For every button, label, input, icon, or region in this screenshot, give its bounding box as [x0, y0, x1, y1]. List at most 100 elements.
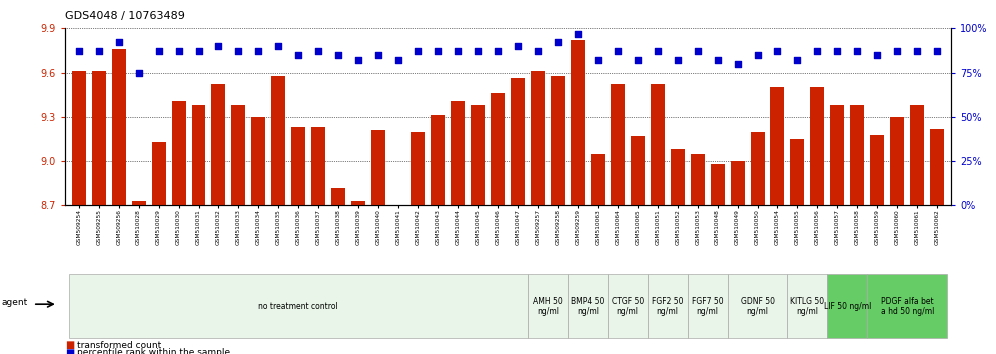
Bar: [710, 164, 724, 205]
Bar: [811, 87, 825, 205]
Point: [430, 48, 446, 54]
Bar: [171, 101, 185, 205]
Bar: [868, 274, 947, 338]
Bar: [568, 274, 608, 338]
Bar: [271, 75, 285, 205]
Bar: [828, 274, 868, 338]
Bar: [211, 84, 225, 205]
Bar: [890, 117, 904, 205]
Bar: [511, 79, 525, 205]
Bar: [771, 87, 785, 205]
Text: percentile rank within the sample: percentile rank within the sample: [77, 348, 230, 354]
Bar: [930, 129, 944, 205]
Text: GDS4048 / 10763489: GDS4048 / 10763489: [65, 11, 184, 21]
Bar: [471, 105, 485, 205]
Bar: [591, 154, 605, 205]
Bar: [112, 49, 125, 205]
Point: [311, 48, 327, 54]
Bar: [551, 75, 565, 205]
Point: [250, 48, 266, 54]
Point: [629, 57, 645, 63]
Point: [870, 52, 885, 58]
Bar: [231, 105, 245, 205]
Text: AMH 50
ng/ml: AMH 50 ng/ml: [533, 297, 563, 316]
Text: PDGF alfa bet
a hd 50 ng/ml: PDGF alfa bet a hd 50 ng/ml: [880, 297, 934, 316]
Bar: [131, 201, 145, 205]
Bar: [851, 105, 865, 205]
Point: [810, 48, 826, 54]
Bar: [312, 127, 326, 205]
Point: [889, 48, 905, 54]
Text: transformed count: transformed count: [77, 341, 161, 350]
Point: [230, 48, 246, 54]
Bar: [191, 105, 205, 205]
Point: [770, 48, 786, 54]
Text: ■: ■: [65, 348, 74, 354]
Point: [909, 48, 925, 54]
Point: [490, 48, 506, 54]
Bar: [431, 115, 445, 205]
Bar: [292, 127, 306, 205]
Bar: [372, 130, 385, 205]
Point: [410, 48, 426, 54]
Bar: [727, 274, 788, 338]
Bar: [670, 149, 684, 205]
Bar: [151, 142, 165, 205]
Bar: [647, 274, 687, 338]
Point: [669, 57, 685, 63]
Point: [190, 48, 206, 54]
Bar: [69, 274, 528, 338]
Point: [530, 48, 546, 54]
Bar: [650, 84, 664, 205]
Bar: [528, 274, 568, 338]
Bar: [491, 93, 505, 205]
Point: [730, 61, 746, 67]
Bar: [751, 132, 765, 205]
Text: agent: agent: [2, 298, 28, 307]
Text: KITLG 50
ng/ml: KITLG 50 ng/ml: [791, 297, 825, 316]
Bar: [910, 105, 924, 205]
Text: FGF2 50
ng/ml: FGF2 50 ng/ml: [652, 297, 683, 316]
Bar: [571, 40, 585, 205]
Point: [291, 52, 307, 58]
Point: [150, 48, 166, 54]
Bar: [608, 274, 647, 338]
Bar: [630, 136, 644, 205]
Text: LIF 50 ng/ml: LIF 50 ng/ml: [824, 302, 872, 311]
Bar: [791, 139, 805, 205]
Point: [709, 57, 725, 63]
Point: [91, 48, 107, 54]
Point: [170, 48, 186, 54]
Point: [830, 48, 846, 54]
Point: [610, 48, 625, 54]
Bar: [690, 154, 704, 205]
Point: [649, 48, 665, 54]
Point: [111, 40, 126, 45]
Point: [510, 43, 526, 49]
Text: BMP4 50
ng/ml: BMP4 50 ng/ml: [571, 297, 605, 316]
Point: [570, 31, 586, 36]
Point: [550, 40, 566, 45]
Bar: [831, 105, 845, 205]
Point: [130, 70, 146, 75]
Bar: [531, 71, 545, 205]
Point: [371, 52, 386, 58]
Text: no treatment control: no treatment control: [258, 302, 339, 311]
Point: [689, 48, 705, 54]
Text: CTGF 50
ng/ml: CTGF 50 ng/ml: [612, 297, 643, 316]
Bar: [731, 161, 745, 205]
Bar: [92, 71, 106, 205]
Point: [390, 57, 406, 63]
Point: [590, 57, 606, 63]
Point: [210, 43, 226, 49]
Point: [850, 48, 866, 54]
Bar: [352, 201, 366, 205]
Text: FGF7 50
ng/ml: FGF7 50 ng/ml: [692, 297, 723, 316]
Bar: [411, 132, 425, 205]
Point: [450, 48, 466, 54]
Bar: [72, 71, 86, 205]
Bar: [332, 188, 346, 205]
Bar: [611, 84, 624, 205]
Text: GDNF 50
ng/ml: GDNF 50 ng/ml: [740, 297, 775, 316]
Bar: [871, 135, 884, 205]
